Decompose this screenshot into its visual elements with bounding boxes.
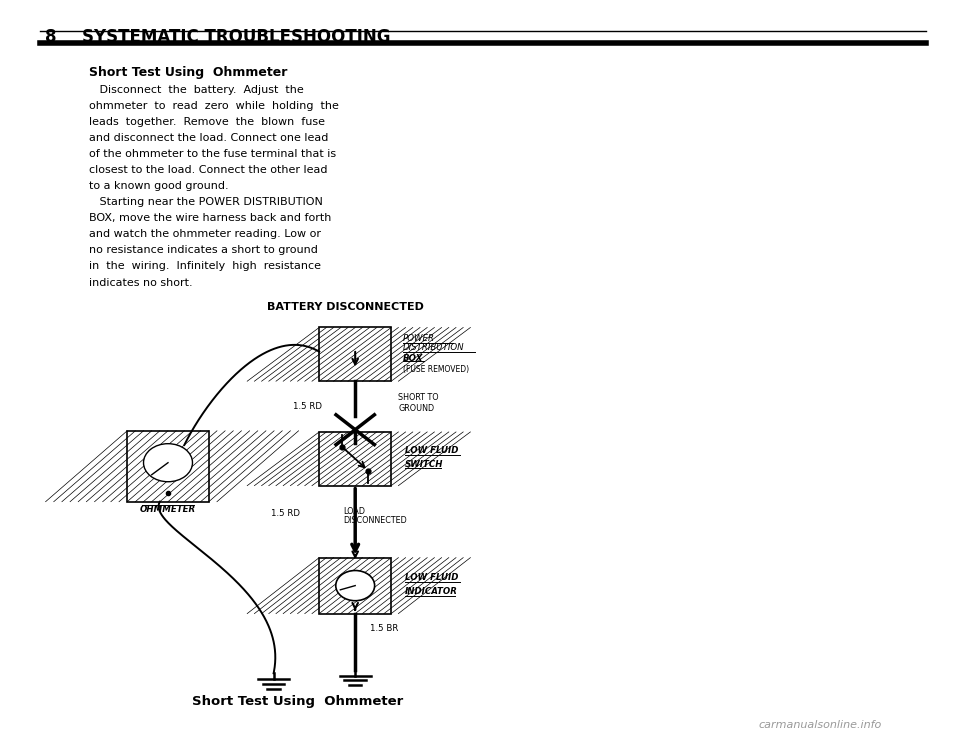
Text: 1.5 BR: 1.5 BR bbox=[370, 624, 398, 633]
Text: BOX: BOX bbox=[403, 354, 423, 363]
Bar bbox=[319, 327, 392, 381]
Text: closest to the load. Connect the other lead: closest to the load. Connect the other l… bbox=[89, 166, 327, 175]
Text: DISCONNECTED: DISCONNECTED bbox=[344, 516, 407, 525]
Text: Short Test Using  Ohmmeter: Short Test Using Ohmmeter bbox=[89, 66, 288, 78]
Text: 1.5 RD: 1.5 RD bbox=[272, 509, 300, 518]
Text: ohmmeter  to  read  zero  while  holding  the: ohmmeter to read zero while holding the bbox=[89, 101, 339, 111]
Text: BOX, move the wire harness back and forth: BOX, move the wire harness back and fort… bbox=[89, 213, 331, 223]
Text: DISTRIBUTION: DISTRIBUTION bbox=[403, 343, 465, 352]
Text: of the ohmmeter to the fuse terminal that is: of the ohmmeter to the fuse terminal tha… bbox=[89, 149, 336, 159]
Text: to a known good ground.: to a known good ground. bbox=[89, 181, 228, 191]
Text: LOW FLUID: LOW FLUID bbox=[405, 573, 458, 582]
Text: in  the  wiring.  Infinitely  high  resistance: in the wiring. Infinitely high resistanc… bbox=[89, 262, 322, 272]
Text: SHORT TO: SHORT TO bbox=[398, 393, 439, 402]
Text: POWER: POWER bbox=[403, 333, 435, 342]
Text: Starting near the POWER DISTRIBUTION: Starting near the POWER DISTRIBUTION bbox=[89, 197, 324, 207]
Text: GROUND: GROUND bbox=[398, 404, 435, 413]
Text: (FUSE REMOVED): (FUSE REMOVED) bbox=[403, 365, 468, 374]
Text: LOAD: LOAD bbox=[344, 507, 366, 515]
Text: carmanualsonline.info: carmanualsonline.info bbox=[758, 720, 881, 730]
Text: and disconnect the load. Connect one lead: and disconnect the load. Connect one lea… bbox=[89, 133, 328, 143]
Bar bbox=[319, 558, 392, 613]
Bar bbox=[319, 558, 392, 613]
Text: Short Test Using  Ohmmeter: Short Test Using Ohmmeter bbox=[192, 695, 403, 708]
Text: OHMMETER: OHMMETER bbox=[140, 505, 196, 514]
Text: and watch the ohmmeter reading. Low or: and watch the ohmmeter reading. Low or bbox=[89, 230, 322, 239]
Text: BATTERY DISCONNECTED: BATTERY DISCONNECTED bbox=[267, 302, 424, 312]
Bar bbox=[319, 432, 392, 486]
Text: leads  together.  Remove  the  blown  fuse: leads together. Remove the blown fuse bbox=[89, 117, 325, 127]
Text: Disconnect  the  battery.  Adjust  the: Disconnect the battery. Adjust the bbox=[89, 85, 304, 95]
Text: indicates no short.: indicates no short. bbox=[89, 278, 193, 287]
Circle shape bbox=[336, 571, 374, 601]
Text: no resistance indicates a short to ground: no resistance indicates a short to groun… bbox=[89, 245, 318, 255]
Bar bbox=[127, 431, 208, 501]
Text: 8: 8 bbox=[45, 28, 57, 46]
Bar bbox=[319, 432, 392, 486]
Text: LOW FLUID: LOW FLUID bbox=[405, 446, 458, 455]
Bar bbox=[127, 431, 208, 501]
Text: 1.5 RD: 1.5 RD bbox=[293, 402, 322, 411]
Bar bbox=[319, 327, 392, 381]
Text: INDICATOR: INDICATOR bbox=[405, 586, 458, 596]
Circle shape bbox=[143, 444, 192, 482]
Text: SWITCH: SWITCH bbox=[405, 460, 444, 468]
Text: SYSTEMATIC TROUBLESHOOTING: SYSTEMATIC TROUBLESHOOTING bbox=[82, 28, 390, 46]
